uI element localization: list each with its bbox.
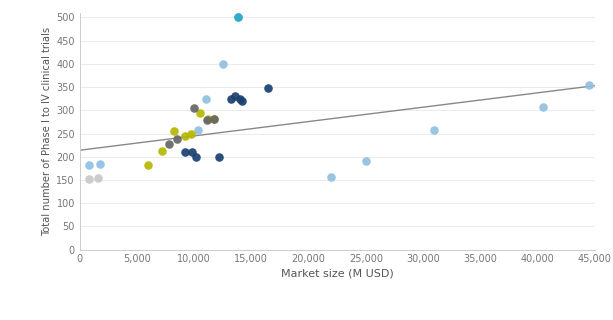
Point <box>327 174 337 179</box>
Point <box>164 141 174 146</box>
Point <box>186 131 196 136</box>
Point <box>180 133 190 139</box>
Point <box>169 129 178 134</box>
Point <box>235 96 245 101</box>
Point <box>203 116 213 121</box>
Point <box>84 163 94 168</box>
Point <box>226 96 235 101</box>
Point <box>538 104 548 109</box>
Point <box>237 99 247 104</box>
Point <box>195 110 205 115</box>
Point <box>172 137 182 142</box>
Point <box>192 127 202 132</box>
Point <box>180 149 190 155</box>
Point <box>208 116 218 121</box>
Point <box>215 154 224 159</box>
Point <box>264 85 273 91</box>
Point <box>187 149 197 155</box>
Point <box>218 61 227 67</box>
Point <box>189 105 199 110</box>
Point <box>157 148 167 154</box>
Point <box>208 116 218 121</box>
Y-axis label: Total number of Phase I to IV clinical trials: Total number of Phase I to IV clinical t… <box>42 27 52 236</box>
Point <box>233 15 243 20</box>
Point <box>584 82 594 87</box>
Point <box>84 176 94 181</box>
Point <box>361 159 371 164</box>
Point <box>93 175 103 180</box>
Point <box>96 161 105 166</box>
Point <box>200 96 210 101</box>
Point <box>430 127 440 132</box>
Point <box>191 154 201 159</box>
Point <box>143 163 153 168</box>
Point <box>233 15 243 20</box>
Point <box>230 94 240 99</box>
Point <box>202 117 211 122</box>
X-axis label: Market size (M USD): Market size (M USD) <box>281 268 394 279</box>
